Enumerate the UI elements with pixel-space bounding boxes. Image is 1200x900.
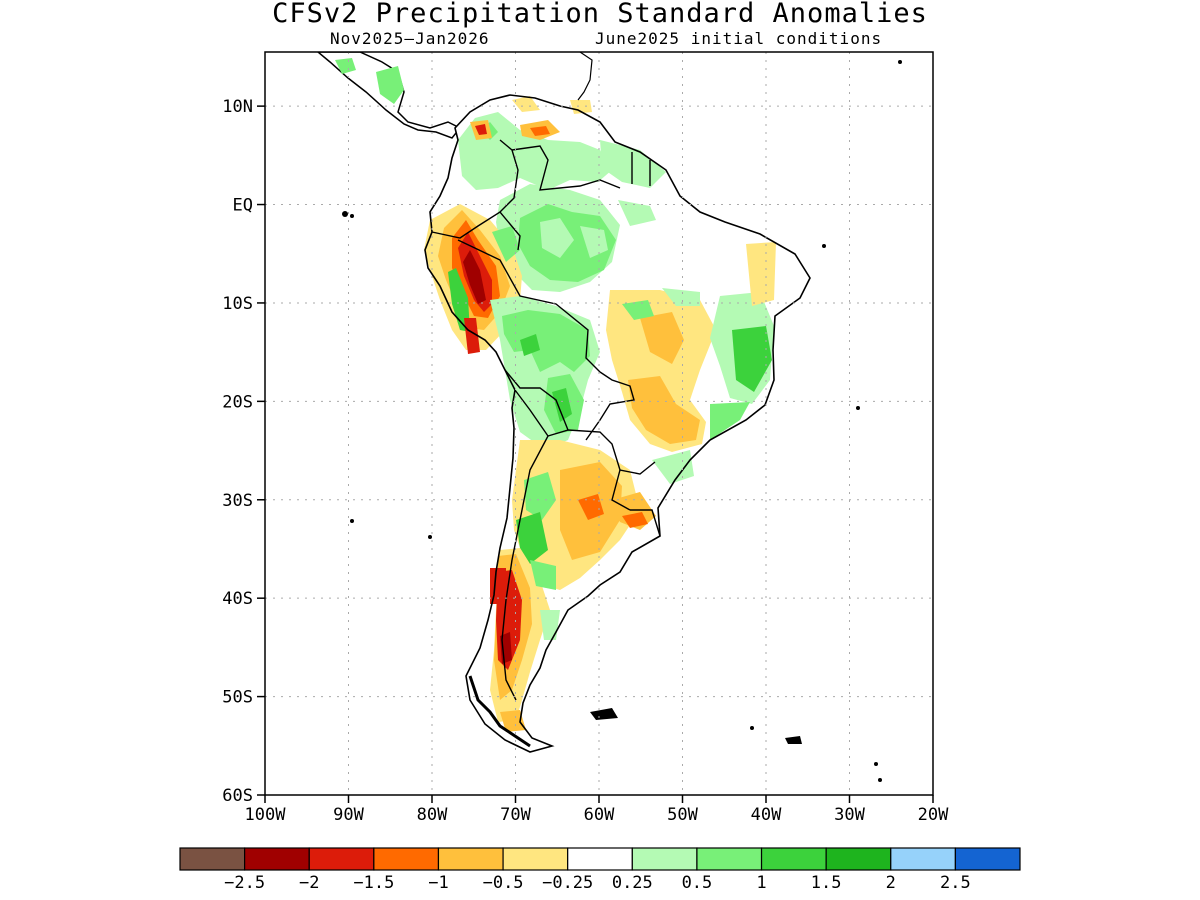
anomaly-green-central-america [335, 58, 356, 74]
colorbar-label: −0.5 [483, 873, 524, 893]
colorbar-swatch [373, 847, 440, 871]
colorbar-label: 0.5 [682, 873, 713, 893]
lon-label: 30W [834, 805, 865, 825]
lon-label: 60W [584, 805, 615, 825]
colorbar-swatch [179, 847, 246, 871]
colorbar-swatch [825, 847, 892, 871]
lon-label: 100W [245, 805, 287, 825]
colorbar-label: 1.5 [811, 873, 842, 893]
forecast-period: Nov2025–Jan2026 [330, 29, 490, 48]
islands [342, 60, 902, 782]
lon-label: 80W [417, 805, 448, 825]
colorbar-swatch [954, 847, 1021, 871]
lat-label: 60S [222, 786, 253, 806]
longitude-axis: 100W 90W 80W 70W 60W 50W 40W 30W 20W [245, 795, 949, 825]
lon-label: 20W [918, 805, 949, 825]
lat-label: 50S [222, 688, 253, 708]
caribbean-coast [577, 52, 593, 101]
colorbar-label: 2 [886, 873, 896, 893]
colorbar-swatch [308, 847, 375, 871]
lon-label: 70W [500, 805, 531, 825]
land-south-america [425, 95, 810, 752]
latitude-axis: 10N EQ 10S 20S 30S 40S 50S 60S [222, 97, 265, 806]
lat-label: EQ [233, 196, 253, 216]
colorbar-swatch [760, 847, 827, 871]
colorbar-label: −1.5 [353, 873, 394, 893]
colorbar-swatch [631, 847, 698, 871]
lon-label: 90W [333, 805, 364, 825]
colorbar-label: 0.25 [612, 873, 653, 893]
anomaly-green-central-america [376, 66, 404, 104]
chile-fjords [468, 675, 531, 748]
anomaly-field [316, 52, 902, 782]
colorbar-label: −1 [428, 873, 448, 893]
colorbar-label: −0.25 [542, 873, 593, 893]
colorbar-label: 1 [756, 873, 766, 893]
lat-label: 20S [222, 392, 253, 412]
color-bar: −2.5 −2 −1.5 −1 −0.5 −0.25 0.25 0.5 1 1.5 2 2.5 [179, 847, 1021, 893]
lon-label: 50W [667, 805, 698, 825]
colorbar-label: 2.5 [940, 873, 971, 893]
colorbar-swatch [437, 847, 504, 871]
colorbar-swatch [244, 847, 310, 871]
colorbar-swatch [890, 847, 956, 871]
initial-conditions: June2025 initial conditions [595, 29, 883, 48]
lat-label: 40S [222, 589, 253, 609]
anomaly-shading [424, 96, 776, 732]
colorbar-label: −2 [299, 873, 319, 893]
lat-label: 10N [222, 97, 253, 117]
colorbar-swatch [567, 847, 633, 871]
lat-label: 30S [222, 491, 253, 511]
colorbar-swatch [696, 847, 763, 871]
lat-label: 10S [222, 294, 253, 314]
lon-label: 40W [751, 805, 782, 825]
colorbar-swatch [502, 847, 569, 871]
colorbar-label: −2.5 [224, 873, 265, 893]
coastline [424, 94, 811, 753]
map-title: CFSv2 Precipitation Standard Anomalies [272, 0, 928, 29]
